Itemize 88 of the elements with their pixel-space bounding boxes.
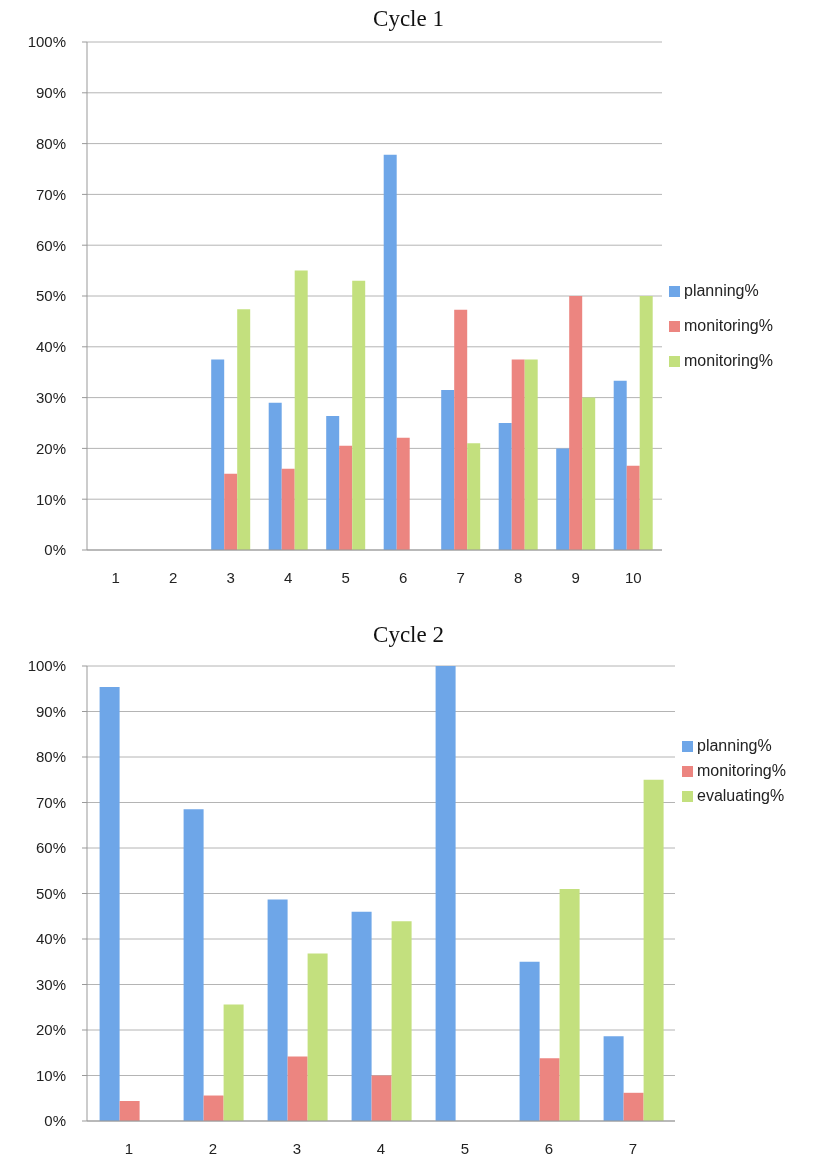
legend-label: monitoring% [697,762,786,779]
y-tick-label: 50% [35,884,66,902]
bar [267,899,288,1121]
bar [224,473,238,550]
bar [569,296,583,550]
bar [237,309,251,550]
bar [623,1092,644,1121]
y-tick-label: 20% [35,1021,66,1039]
x-tick-label: 5 [341,568,350,586]
y-tick-label: 40% [35,338,66,356]
y-tick-label: 20% [35,439,66,457]
bar [211,359,225,550]
x-tick-label: 8 [514,568,523,586]
bar [183,809,204,1121]
y-tick-label: 50% [35,287,66,305]
bar [467,443,481,550]
bar [559,888,580,1121]
y-tick-label: 70% [35,793,66,811]
bar [281,468,295,550]
bar [539,1058,560,1121]
bar [326,415,340,550]
bar [643,779,664,1121]
x-tick-label: 4 [284,568,293,586]
y-tick-label: 60% [35,236,66,254]
legend-label: planning% [697,737,772,754]
bar [119,1100,140,1121]
bar [441,389,455,550]
bar [203,1095,224,1121]
x-tick-label: 3 [292,1139,302,1157]
bar [268,402,282,550]
y-tick-label: 90% [35,702,66,720]
bar [287,1056,308,1121]
y-tick-label: 0% [44,541,66,559]
bar [351,911,372,1121]
bar [371,1075,392,1121]
legend-label: monitoring% [684,352,773,369]
x-tick-label: 9 [571,568,580,586]
bar [613,380,627,550]
y-tick-label: 90% [35,84,66,102]
bar [582,397,596,550]
x-tick-label: 7 [456,568,465,586]
bar [639,296,653,550]
chart-title: Cycle 2 [372,621,445,649]
y-tick-label: 70% [35,185,66,203]
y-tick-label: 0% [44,1112,66,1130]
y-tick-label: 10% [35,490,66,508]
x-tick-label: 4 [376,1139,386,1157]
bar [626,465,640,550]
x-tick-label: 2 [208,1139,218,1157]
y-tick-label: 60% [35,839,66,857]
y-tick-label: 30% [35,388,66,406]
x-tick-label: 1 [124,1139,134,1157]
x-tick-label: 10 [624,568,642,586]
bar [511,359,525,550]
bar [294,270,308,550]
x-tick-label: 7 [628,1139,638,1157]
y-tick-label: 30% [35,975,66,993]
bar [498,423,512,550]
bar [396,437,410,550]
bar [339,445,353,550]
bar [524,359,538,550]
chart-title: Cycle 1 [372,5,445,33]
y-tick-label: 80% [35,134,66,152]
x-tick-label: 5 [460,1139,470,1157]
x-tick-label: 6 [399,568,408,586]
legend-label: evaluating% [697,787,785,804]
bar [99,686,120,1121]
y-tick-label: 80% [35,748,66,766]
y-tick-label: 10% [35,1066,66,1084]
bar [352,280,366,550]
bar [307,953,328,1121]
x-tick-label: 2 [169,568,178,586]
bar [383,154,397,550]
bar [454,309,468,550]
legend-label: planning% [684,282,759,299]
legend-label: monitoring% [684,317,773,334]
y-tick-label: 100% [27,657,66,675]
bar [519,961,540,1121]
y-tick-label: 100% [27,33,66,51]
bar [556,448,570,550]
x-tick-label: 1 [111,568,120,586]
bar [223,1004,244,1121]
bar [435,666,456,1121]
bar [391,921,412,1121]
bar [603,1036,624,1121]
y-tick-label: 40% [35,930,66,948]
x-tick-label: 6 [544,1139,554,1157]
x-tick-label: 3 [226,568,235,586]
